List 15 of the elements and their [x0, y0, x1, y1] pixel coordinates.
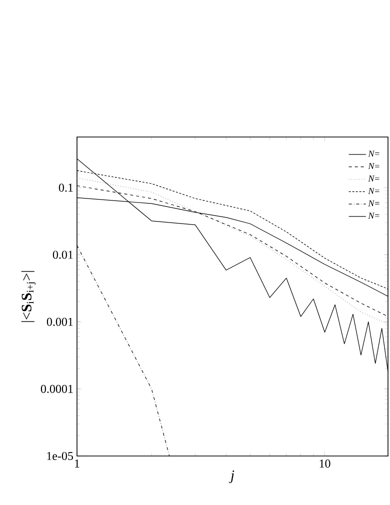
x-tick-label: 10	[320, 460, 330, 468]
y-tick-label: 0.001	[46, 318, 73, 326]
x-tick-label: 1	[75, 460, 80, 468]
y-tick-label: 0.0001	[40, 384, 73, 393]
legend-label: N=	[368, 150, 380, 157]
legend-label: N=	[368, 163, 380, 170]
y-tick-label: 1e-05	[47, 452, 74, 460]
legend-label: N=	[368, 176, 380, 182]
y-tick-label: 0.1	[58, 184, 73, 192]
legend-label: N=	[368, 212, 380, 219]
legend-label: N=	[368, 200, 380, 206]
y-tick-label: 0.01	[52, 250, 73, 259]
x-axis-title: j	[228, 470, 234, 484]
y-axis-title: |<S$_{i}$S$_{i+j}$>|	[21, 271, 36, 322]
legend-label: N=	[368, 188, 380, 194]
